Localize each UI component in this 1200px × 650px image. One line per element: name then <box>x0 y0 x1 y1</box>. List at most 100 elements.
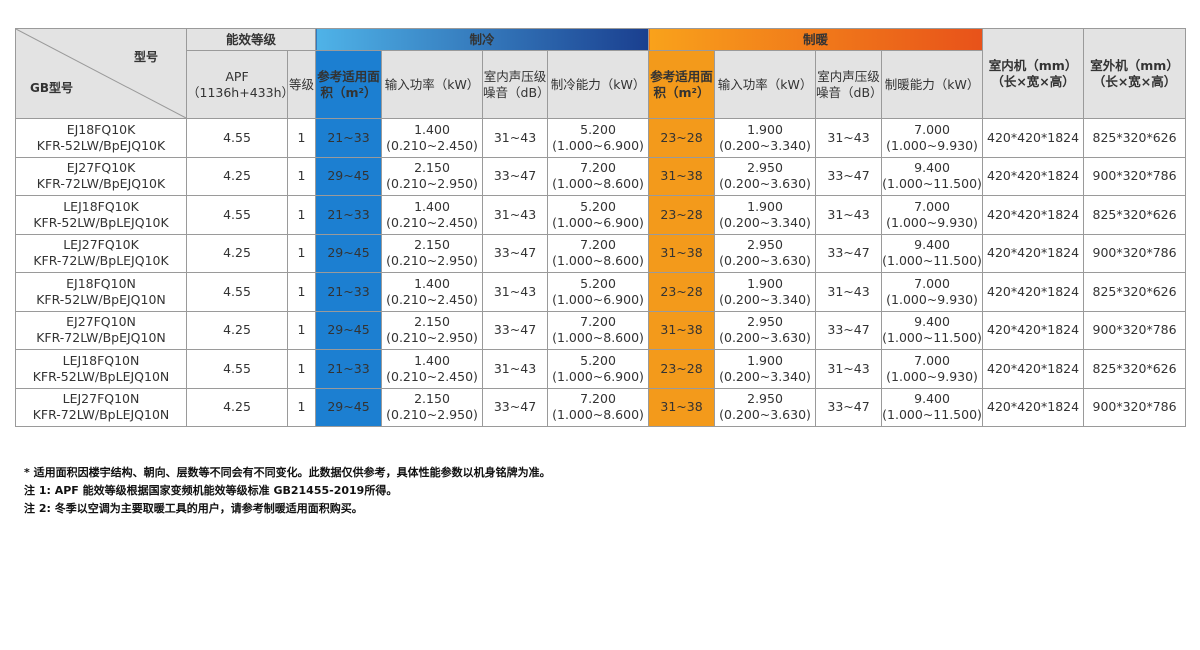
cell-value: (1.000~6.900) <box>552 137 644 153</box>
cell-value: 33~47 <box>827 322 870 338</box>
cell-value: 4.25 <box>223 245 251 261</box>
cell-value: (0.210~2.950) <box>386 407 478 423</box>
cell-value: (0.200~3.630) <box>719 407 811 423</box>
cell-heat-capacity: 7.000 (1.000~9.930) <box>881 349 984 389</box>
cell-apf: 4.55 <box>186 118 288 158</box>
cell-value: (1.000~6.900) <box>552 368 644 384</box>
cell-indoor-size: 420*420*1824 <box>982 272 1085 312</box>
cell-value: KFR-52LW/BpLEJQ10N <box>32 368 170 384</box>
table-row: EJ27FQ10K KFR-72LW/BpEJQ10K 4.25 1 29~45 2.15… <box>15 156 1187 196</box>
cell-value: (0.210~2.950) <box>386 330 478 346</box>
cell-value: 23~28 <box>660 206 703 222</box>
cell-value: 23~28 <box>660 283 703 299</box>
footnote-winter: 注 2: 冬季以空调为主要取暖工具的用户，请参考制暖适用面积购买。 <box>24 502 363 515</box>
cell-value: 4.55 <box>223 129 251 145</box>
cell-heat-power: 1.900 (0.200~3.340) <box>714 349 817 389</box>
cell-value: 420*420*1824 <box>987 360 1080 376</box>
cell-value: LEJ18FQ10N <box>62 352 140 368</box>
cell-cool-capacity: 5.200 (1.000~6.900) <box>547 272 650 312</box>
cell-cool-area: 29~45 <box>315 233 383 273</box>
cell-indoor-size: 420*420*1824 <box>982 233 1085 273</box>
cell-value: 900*320*786 <box>1092 245 1177 261</box>
cell-value: 1.400 <box>414 121 450 137</box>
cell-heat-noise: 31~43 <box>815 272 883 312</box>
gb-model-label: GB型号 <box>30 81 73 95</box>
cell-value: (0.200~3.340) <box>719 368 811 384</box>
cell-value: 1 <box>297 129 306 145</box>
cell-cool-capacity: 5.200 (1.000~6.900) <box>547 195 650 235</box>
cell-value: 1 <box>297 206 306 222</box>
cell-value: 7.200 <box>580 237 616 253</box>
cell-model: LEJ27FQ10N KFR-72LW/BpLEJQ10N <box>15 387 187 427</box>
cell-value: 29~45 <box>327 245 370 261</box>
cell-value: 1 <box>297 245 306 261</box>
cell-apf: 4.55 <box>186 272 288 312</box>
cell-heat-area: 23~28 <box>648 195 716 235</box>
cell-apf: 4.25 <box>186 233 288 273</box>
cell-value: (1.000~9.930) <box>886 291 978 307</box>
cell-value: 2.950 <box>747 391 783 407</box>
cell-cool-capacity: 7.200 (1.000~8.600) <box>547 387 650 427</box>
cell-value: 9.400 <box>914 160 950 176</box>
cell-value: 2.150 <box>414 160 450 176</box>
cell-apf: 4.55 <box>186 349 288 389</box>
cell-value: KFR-72LW/BpLEJQ10N <box>32 407 170 423</box>
cell-model: EJ18FQ10N KFR-52LW/BpEJQ10N <box>15 272 187 312</box>
table-body: EJ18FQ10K KFR-52LW/BpEJQ10K 4.55 1 21~33 1.40… <box>15 118 1187 427</box>
table-row: EJ18FQ10K KFR-52LW/BpEJQ10K 4.55 1 21~33 1.40… <box>15 118 1187 158</box>
cell-heat-noise: 31~43 <box>815 195 883 235</box>
cell-value: (1.000~9.930) <box>886 214 978 230</box>
cell-value: 33~47 <box>827 168 870 184</box>
cell-value: 1 <box>297 399 306 415</box>
cell-value: (0.200~3.630) <box>719 330 811 346</box>
table-row: LEJ18FQ10N KFR-52LW/BpLEJQ10N 4.55 1 21~33 1.… <box>15 349 1187 389</box>
cell-heat-power: 2.950 (0.200~3.630) <box>714 233 817 273</box>
cell-cool-noise: 33~47 <box>482 156 549 196</box>
cell-value: 1.400 <box>414 275 450 291</box>
diagonal-divider <box>16 29 186 118</box>
cell-heat-noise: 33~47 <box>815 310 883 350</box>
cell-heat-capacity: 9.400 (1.000~11.500) <box>881 156 984 196</box>
grade-header: 等级 <box>286 50 317 119</box>
cell-value: (1.000~9.930) <box>886 137 978 153</box>
cell-value: 825*320*626 <box>1092 129 1177 145</box>
cooling-group-header: 制冷 <box>315 28 650 51</box>
cell-value: (1.000~11.500) <box>882 407 982 423</box>
cell-value: 31~38 <box>660 399 703 415</box>
cell-value: (1.000~8.600) <box>552 176 644 192</box>
cell-value: 9.400 <box>914 237 950 253</box>
cell-cool-power: 1.400 (0.210~2.450) <box>381 195 484 235</box>
cell-value: 33~47 <box>827 399 870 415</box>
cell-value: 1.900 <box>747 198 783 214</box>
cell-outdoor-size: 900*320*786 <box>1083 156 1187 196</box>
footnote-apf: 注 1: APF 能效等级根据国家变频机能效等级标准 GB21455-2019所… <box>24 484 398 497</box>
cell-value: (1.000~8.600) <box>552 253 644 269</box>
cell-value: 7.200 <box>580 391 616 407</box>
cell-value: LEJ18FQ10K <box>63 198 139 214</box>
cell-value: 23~28 <box>660 360 703 376</box>
cell-model: LEJ27FQ10K KFR-72LW/BpLEJQ10K <box>15 233 187 273</box>
cell-value: 23~28 <box>660 129 703 145</box>
heating-area-header: 参考适用面积（m²） <box>648 50 716 119</box>
cell-value: 420*420*1824 <box>987 283 1080 299</box>
cell-value: (1.000~6.900) <box>552 291 644 307</box>
cell-grade: 1 <box>286 156 317 196</box>
cell-cool-capacity: 5.200 (1.000~6.900) <box>547 349 650 389</box>
cell-cool-capacity: 7.200 (1.000~8.600) <box>547 233 650 273</box>
cooling-power-header: 输入功率（kW） <box>381 50 484 119</box>
cell-value: 1 <box>297 283 306 299</box>
cell-cool-capacity: 5.200 (1.000~6.900) <box>547 118 650 158</box>
cell-value: 4.25 <box>223 322 251 338</box>
cell-value: 825*320*626 <box>1092 206 1177 222</box>
cell-cool-area: 29~45 <box>315 310 383 350</box>
outdoor-unit-header: 室外机（mm）（长×宽×高） <box>1083 28 1187 119</box>
table-row: LEJ18FQ10K KFR-52LW/BpLEJQ10K 4.55 1 21~33 1.… <box>15 195 1187 235</box>
cell-value: 420*420*1824 <box>987 399 1080 415</box>
cell-cool-area: 29~45 <box>315 387 383 427</box>
cell-cool-capacity: 7.200 (1.000~8.600) <box>547 310 650 350</box>
cell-value: 31~43 <box>827 283 870 299</box>
cell-value: EJ18FQ10K <box>66 121 136 137</box>
cell-heat-capacity: 9.400 (1.000~11.500) <box>881 387 984 427</box>
cell-heat-power: 1.900 (0.200~3.340) <box>714 272 817 312</box>
cell-value: (0.210~2.450) <box>386 368 478 384</box>
